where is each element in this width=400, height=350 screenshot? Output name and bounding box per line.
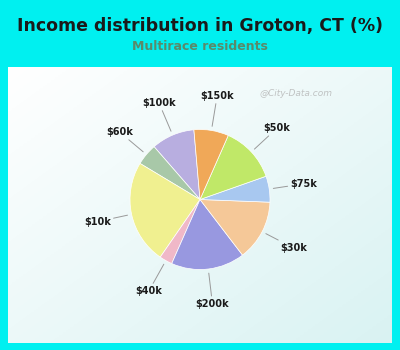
Wedge shape: [160, 199, 200, 264]
Text: Income distribution in Groton, CT (%): Income distribution in Groton, CT (%): [17, 18, 383, 35]
Text: Multirace residents: Multirace residents: [132, 40, 268, 52]
Wedge shape: [200, 135, 266, 200]
Text: $100k: $100k: [142, 98, 176, 131]
Text: $150k: $150k: [200, 91, 234, 126]
Wedge shape: [154, 130, 200, 199]
Text: $50k: $50k: [254, 123, 290, 149]
Text: $60k: $60k: [106, 127, 143, 152]
Wedge shape: [140, 147, 200, 200]
Wedge shape: [172, 199, 242, 270]
Wedge shape: [200, 199, 270, 255]
Text: $200k: $200k: [196, 273, 229, 309]
Text: $10k: $10k: [84, 215, 128, 227]
Wedge shape: [130, 163, 200, 257]
Text: $75k: $75k: [273, 179, 317, 189]
Text: @City-Data.com: @City-Data.com: [260, 89, 332, 98]
Wedge shape: [200, 176, 270, 202]
Text: $30k: $30k: [266, 234, 307, 253]
Wedge shape: [194, 130, 228, 200]
Text: $40k: $40k: [135, 264, 164, 296]
